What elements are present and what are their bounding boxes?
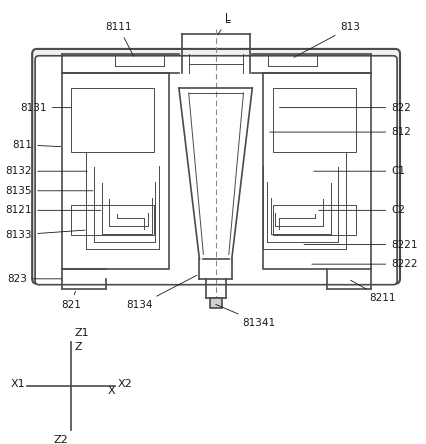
Text: X: X [107,386,115,396]
Text: 8132: 8132 [6,166,87,176]
FancyBboxPatch shape [32,49,400,284]
Text: 8131: 8131 [20,103,72,113]
Text: 8134: 8134 [126,275,197,310]
Text: X2: X2 [117,378,132,388]
Text: C1: C1 [314,166,405,176]
Text: Z1: Z1 [74,328,89,337]
Text: 812: 812 [270,127,411,137]
Text: 8135: 8135 [6,186,93,196]
Text: L: L [218,15,230,35]
Text: 811: 811 [12,140,60,150]
Text: 822: 822 [279,103,411,113]
FancyBboxPatch shape [210,298,222,308]
Text: 8221: 8221 [304,240,418,250]
Text: Z: Z [74,342,82,352]
Text: Z2: Z2 [54,435,68,444]
Text: 821: 821 [61,291,81,310]
Text: 813: 813 [294,22,360,57]
Text: 8133: 8133 [6,230,85,240]
Text: 823: 823 [7,274,62,284]
Text: L: L [225,12,230,23]
Text: 81341: 81341 [216,305,276,328]
Text: 8121: 8121 [6,205,101,215]
Text: 8211: 8211 [351,280,396,303]
Text: 8222: 8222 [312,259,418,269]
FancyBboxPatch shape [35,56,397,285]
Text: X1: X1 [11,378,25,388]
Text: C2: C2 [319,205,405,215]
Text: 8111: 8111 [106,22,134,56]
